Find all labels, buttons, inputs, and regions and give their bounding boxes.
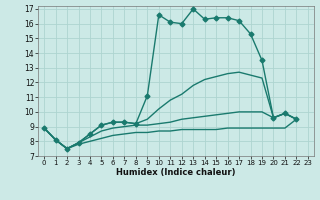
X-axis label: Humidex (Indice chaleur): Humidex (Indice chaleur): [116, 168, 236, 177]
